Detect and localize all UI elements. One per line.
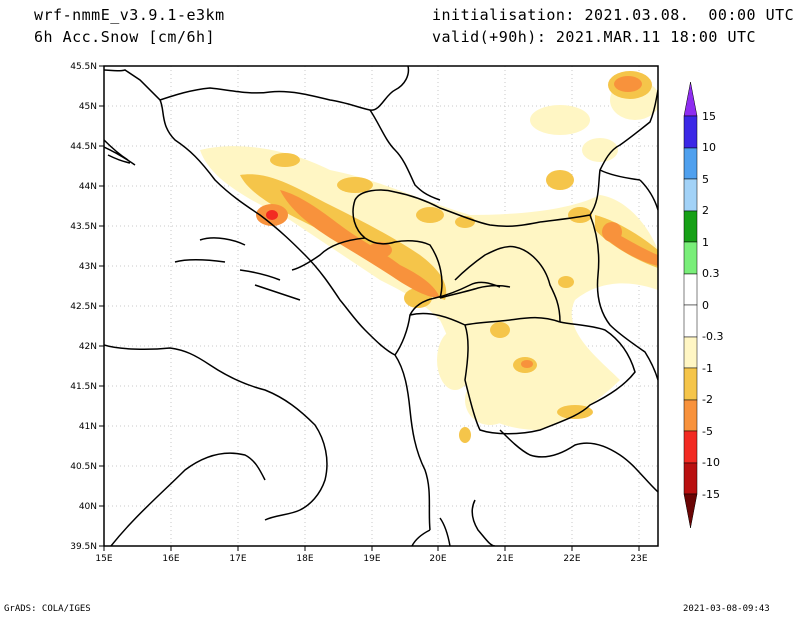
colorbar-swatch (683, 304, 698, 338)
colorbar-label: 0 (702, 299, 709, 312)
colorbar-label: -10 (702, 456, 720, 469)
colorbar-label: 0.3 (702, 267, 720, 280)
lat-label: 45N (79, 102, 97, 112)
colorbar-swatch (683, 210, 698, 243)
colorbar-bottom-arrow (683, 493, 698, 529)
lat-label: 45.5N (70, 62, 97, 72)
lon-label: 17E (229, 554, 246, 564)
lon-axis: 15E 16E 17E 18E 19E 20E 21E 22E 23E (95, 546, 648, 564)
lon-label: 15E (95, 554, 112, 564)
colorbar-label: -15 (702, 488, 720, 501)
lat-label: 43N (79, 262, 97, 272)
lat-label: 41N (79, 422, 97, 432)
colorbar-label: -1 (702, 362, 713, 375)
colorbar-label: 10 (702, 141, 716, 154)
colorbar-label: -5 (702, 425, 713, 438)
colorbar-swatch (683, 115, 698, 149)
colorbar-swatch (683, 178, 698, 212)
colorbar-top-arrow (683, 81, 698, 117)
lon-label: 16E (162, 554, 179, 564)
valid-time: valid(+90h): 2021.MAR.11 18:00 UTC (432, 28, 757, 46)
lat-label: 40.5N (70, 462, 97, 472)
lon-label: 19E (363, 554, 380, 564)
colorbar-label: 1 (702, 236, 709, 249)
init-time: initialisation: 2021.03.08. 00:00 UTC (432, 6, 795, 24)
colorbar-swatch (683, 399, 698, 432)
colorbar-swatch (683, 430, 698, 464)
colorbar-label: -0.3 (702, 330, 723, 343)
lon-label: 18E (296, 554, 313, 564)
lat-label: 43.5N (70, 222, 97, 232)
colorbar-swatch (683, 336, 698, 369)
lat-label: 39.5N (70, 542, 97, 552)
lat-label: 42N (79, 342, 97, 352)
field-title: 6h Acc.Snow [cm/6h] (34, 28, 216, 46)
coastlines-borders (104, 66, 658, 546)
colorbar-swatch (683, 147, 698, 180)
snow-field (200, 71, 658, 443)
colorbar-swatch (683, 367, 698, 401)
lat-label: 44.5N (70, 142, 97, 152)
lat-label: 42.5N (70, 302, 97, 312)
grid-lines (104, 66, 658, 546)
lon-label: 22E (563, 554, 580, 564)
colorbar-label: -2 (702, 393, 713, 406)
colorbar (683, 81, 698, 529)
lon-label: 20E (429, 554, 446, 564)
colorbar-label: 15 (702, 110, 716, 123)
colorbar-swatch (683, 462, 698, 495)
lat-label: 40N (79, 502, 97, 512)
colorbar-swatch (683, 273, 698, 306)
colorbar-swatch (683, 241, 698, 275)
lat-axis: 45.5N 45N 44.5N 44N 43.5N 43N 42.5N 42N … (70, 62, 104, 552)
lat-label: 44N (79, 182, 97, 192)
credit-text: GrADS: COLA/IGES (4, 604, 91, 614)
timestamp-text: 2021-03-08-09:43 (683, 604, 770, 614)
colorbar-label: 2 (702, 204, 709, 217)
lat-label: 41.5N (70, 382, 97, 392)
model-title: wrf-nmmE_v3.9.1-e3km (34, 6, 225, 24)
colorbar-label: 5 (702, 173, 709, 186)
lon-label: 23E (630, 554, 647, 564)
lon-label: 21E (496, 554, 513, 564)
